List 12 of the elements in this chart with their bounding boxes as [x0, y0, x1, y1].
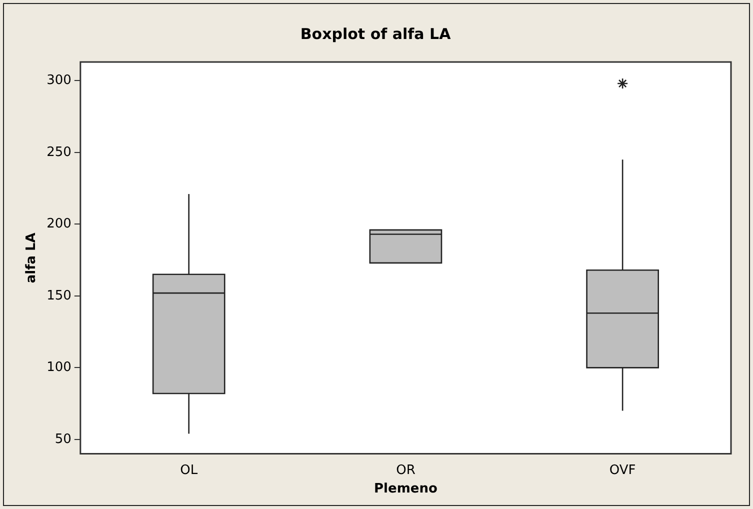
x-axis-title: Plemeno — [374, 482, 438, 497]
y-tick-label: 250 — [46, 144, 72, 160]
y-tick-label: 50 — [54, 432, 72, 447]
x-tick-label: OR — [396, 462, 416, 478]
y-tick-label: 300 — [46, 73, 72, 88]
x-tick-label: OL — [180, 462, 198, 478]
y-tick-label: 100 — [46, 360, 72, 376]
y-tick-label: 200 — [46, 216, 72, 232]
chart-title: Boxplot of alfa LA — [300, 24, 452, 43]
x-tick-label: OVF — [609, 462, 636, 478]
y-axis-title: alfa LA — [24, 232, 40, 284]
y-tick-label: 150 — [46, 288, 72, 304]
